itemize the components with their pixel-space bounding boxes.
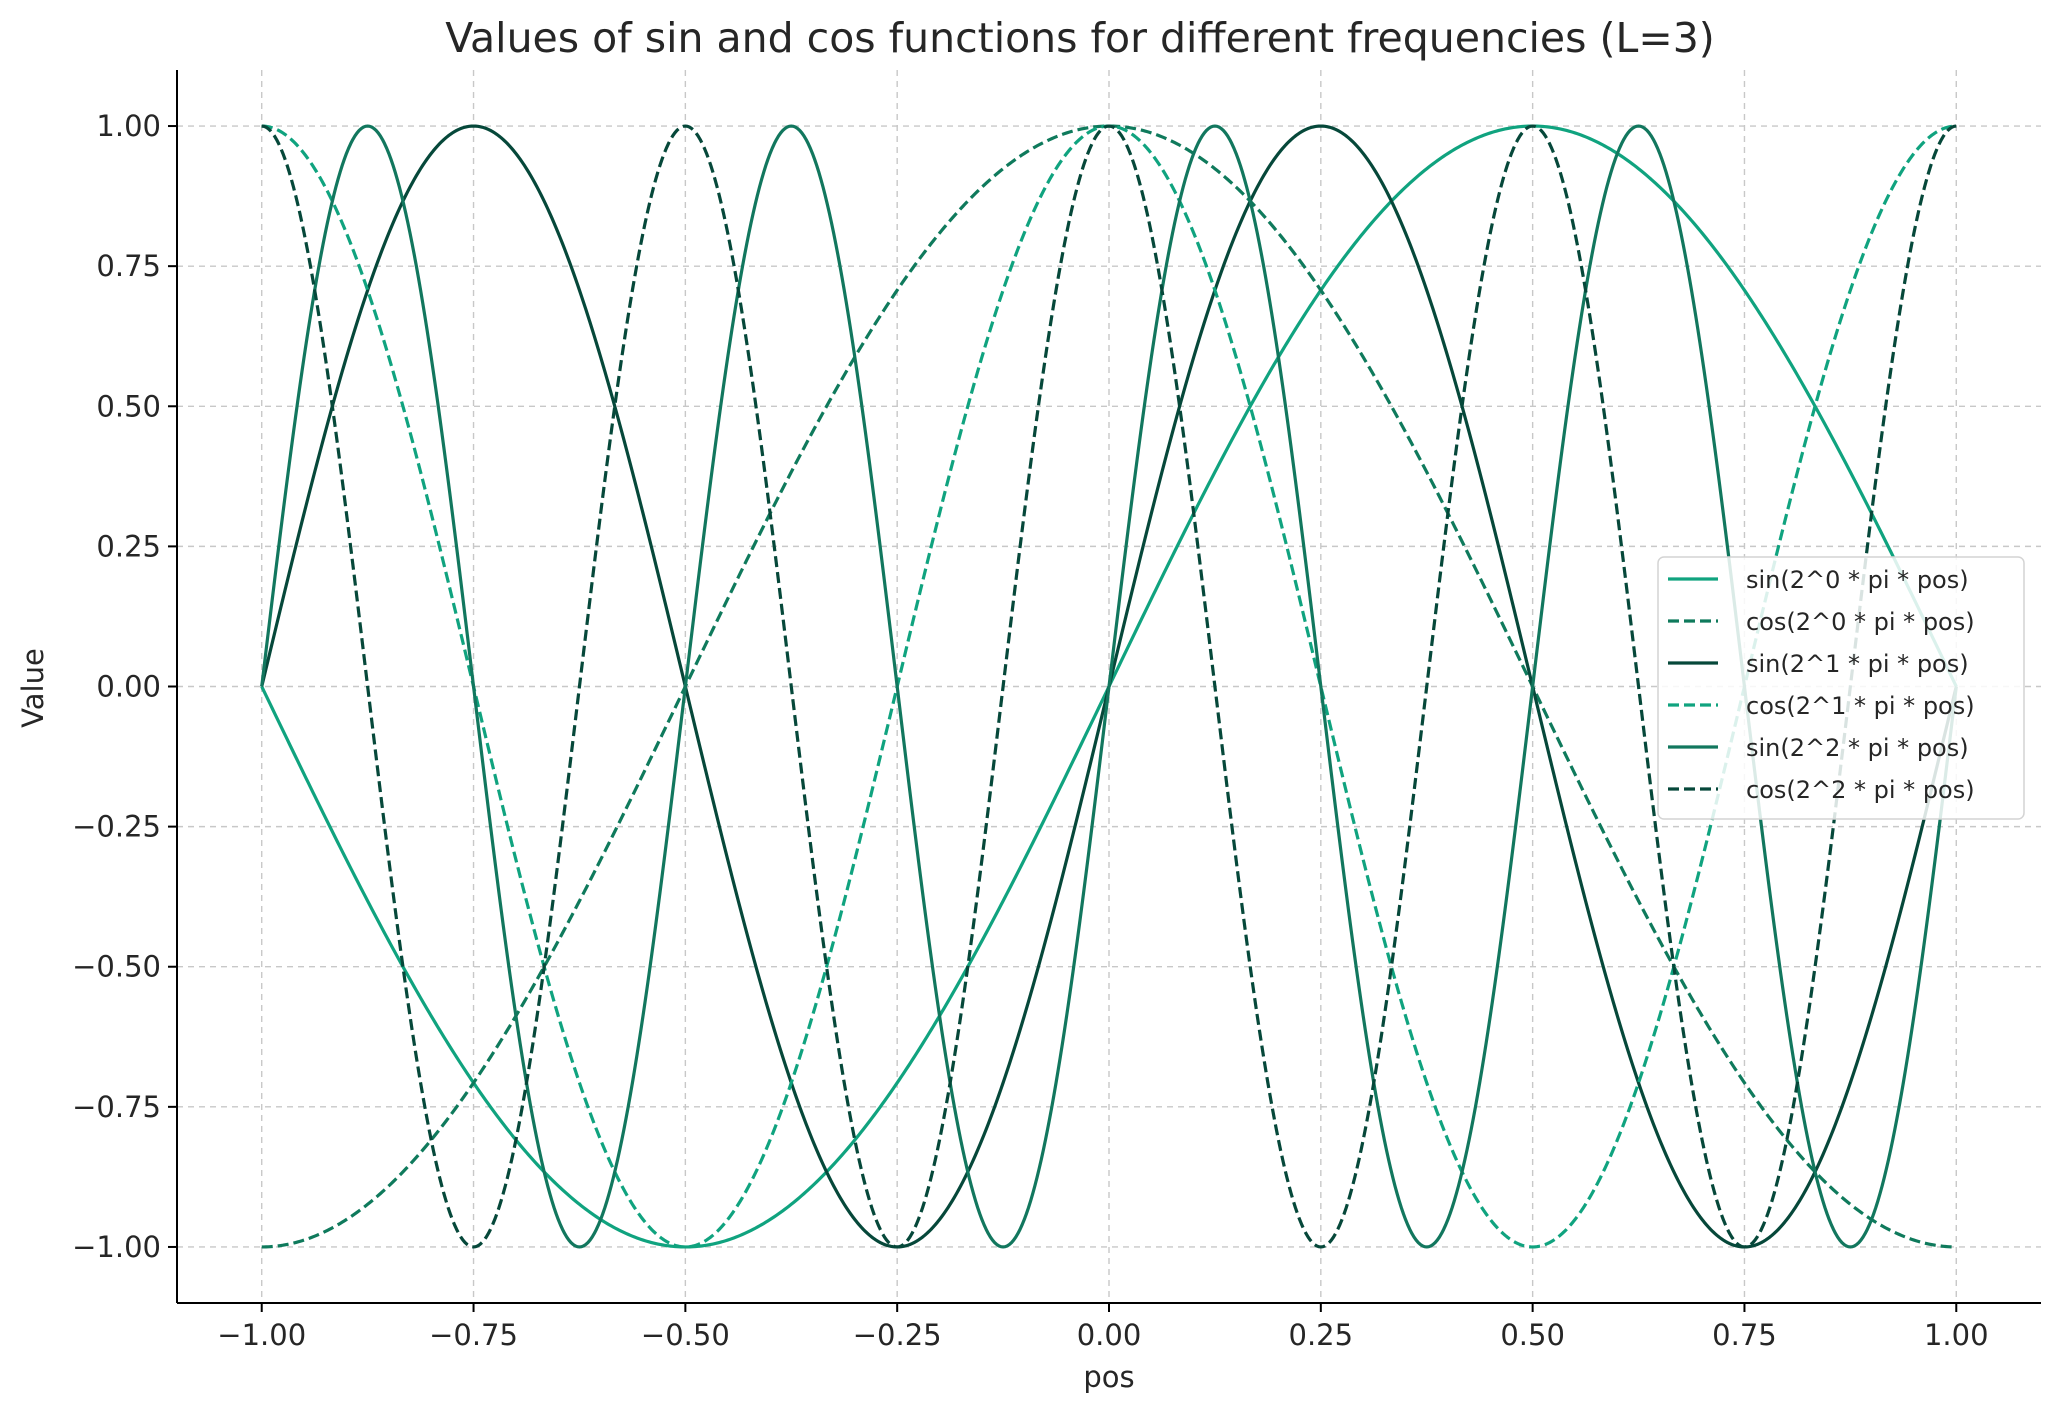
y-tick-label: 1.00 xyxy=(96,109,161,143)
x-tick-label: 0.25 xyxy=(1289,1318,1354,1352)
plot-area xyxy=(260,124,1958,1249)
y-tick-label: −0.75 xyxy=(72,1090,161,1124)
series-line-5 xyxy=(260,124,1958,1249)
y-axis-label: Value xyxy=(16,648,50,728)
legend-label: cos(2^2 * pi * pos) xyxy=(1746,776,1975,804)
x-tick-label: −1.00 xyxy=(217,1318,306,1352)
legend-label: sin(2^2 * pi * pos) xyxy=(1746,734,1969,762)
x-tick-label: −0.75 xyxy=(429,1318,518,1352)
series-line-6 xyxy=(261,124,1957,1249)
y-tick-label: 0.25 xyxy=(96,529,161,563)
y-tick-label: −0.25 xyxy=(72,810,161,844)
y-tick-label: 0.50 xyxy=(96,389,161,423)
x-tick-label: 1.00 xyxy=(1924,1318,1989,1352)
axes: −1.00 −0.75 −0.50 −0.25 0.00 0.25 0.50 0.75 1.00… xyxy=(72,70,2041,1352)
x-tick-label: −0.25 xyxy=(853,1318,942,1352)
legend-label: cos(2^0 * pi * pos) xyxy=(1746,608,1975,636)
legend-label: cos(2^1 * pi * pos) xyxy=(1746,692,1975,720)
x-tick-label: 0.00 xyxy=(1077,1318,1142,1352)
x-tick-label: −0.50 xyxy=(641,1318,730,1352)
chart-title: Values of sin and cos functions for diff… xyxy=(445,14,1715,62)
legend-label: sin(2^0 * pi * pos) xyxy=(1746,566,1969,594)
y-tick-label: −0.50 xyxy=(72,950,161,984)
legend-box xyxy=(1657,556,2025,820)
y-tick-label: −1.00 xyxy=(72,1230,161,1264)
y-tick-label: 0.00 xyxy=(96,670,161,704)
y-tick-label: 0.75 xyxy=(96,249,161,283)
legend: sin(2^0 * pi * pos) cos(2^0 * pi * pos) si… xyxy=(1657,556,2025,820)
legend-label: sin(2^1 * pi * pos) xyxy=(1746,650,1969,678)
x-tick-label: 0.75 xyxy=(1712,1318,1777,1352)
x-tick-label: 0.50 xyxy=(1500,1318,1565,1352)
x-axis-label: pos xyxy=(1083,1360,1134,1394)
